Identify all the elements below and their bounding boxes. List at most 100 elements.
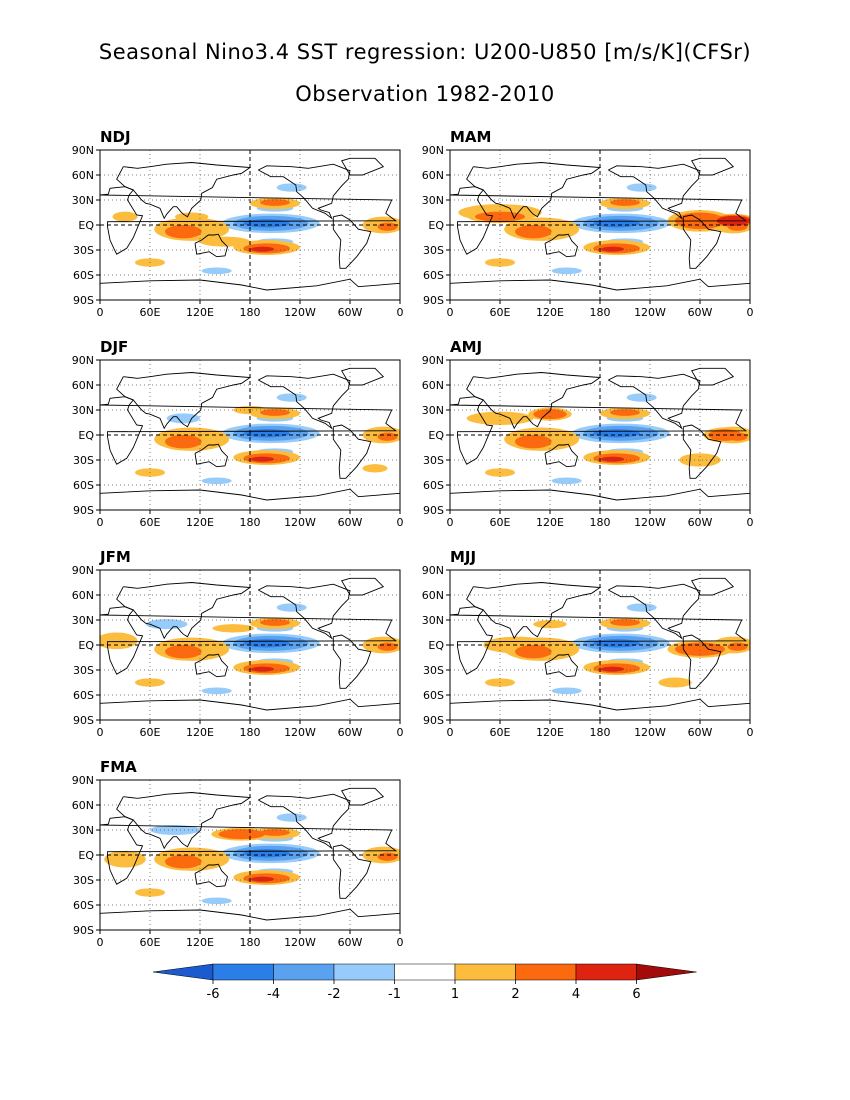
coastline: [258, 583, 351, 640]
anomaly-contour: [600, 246, 625, 252]
lat-tick-label: EQ: [78, 849, 94, 862]
lon-tick-label: 0: [747, 306, 754, 319]
lon-tick-label: 180: [590, 516, 611, 529]
anomaly-contour: [600, 456, 625, 462]
lat-tick-label: 90N: [72, 144, 94, 157]
anomaly-contour: [515, 225, 552, 239]
anomaly-contour: [201, 897, 232, 905]
colorbar-tick-label: 4: [572, 987, 580, 1002]
anomaly-contour: [175, 212, 209, 221]
anomaly-contour: [533, 620, 567, 629]
lat-tick-label: EQ: [78, 639, 94, 652]
coastline: [116, 372, 252, 430]
coastline: [258, 163, 351, 220]
lat-tick-label: 30N: [72, 614, 94, 627]
coastline: [194, 653, 229, 678]
coastline: [466, 162, 602, 220]
lon-tick-label: 120W: [284, 306, 316, 319]
coastline: [682, 424, 722, 479]
lon-tick-label: 60W: [338, 306, 363, 319]
lon-tick-label: 60E: [140, 306, 161, 319]
figure-title-line2: Observation 1982-2010: [295, 82, 555, 106]
anomaly-contour: [377, 432, 398, 441]
lat-tick-label: 90N: [422, 354, 444, 367]
lon-tick-label: 60E: [490, 306, 511, 319]
coastline: [116, 162, 252, 220]
anomaly-contour: [250, 666, 275, 672]
lat-tick-label: 30N: [422, 194, 444, 207]
coastline: [194, 443, 229, 468]
coastline: [544, 653, 579, 678]
coastline: [332, 844, 372, 899]
lon-tick-label: 0: [97, 516, 104, 529]
map-panel-ndj: NDJ 90N 60N 30N EQ 30S 60S 90S 0 60E 120E 180 120W 60…: [55, 128, 435, 328]
lat-tick-label: 60S: [423, 479, 444, 492]
lon-tick-label: 0: [397, 726, 404, 739]
lon-tick-label: 120E: [186, 936, 214, 949]
anomaly-contour: [276, 603, 307, 612]
coastline: [544, 443, 579, 468]
lon-tick-label: 120W: [634, 306, 666, 319]
coastline: [116, 582, 252, 640]
lon-tick-label: 60W: [688, 726, 713, 739]
lat-tick-label: 90N: [422, 564, 444, 577]
lat-tick-label: EQ: [428, 219, 444, 232]
lat-tick-label: 90S: [423, 714, 444, 727]
coastline: [466, 372, 602, 430]
anomaly-contour: [276, 183, 307, 192]
lon-tick-label: 120E: [536, 726, 564, 739]
lat-tick-label: 60S: [73, 689, 94, 702]
lon-tick-label: 120W: [284, 516, 316, 529]
anomaly-contour: [610, 199, 640, 206]
lon-tick-label: 60E: [140, 516, 161, 529]
coastline: [341, 577, 385, 596]
panel-label: MJJ: [450, 548, 477, 566]
lat-tick-label: 90S: [73, 714, 94, 727]
lat-tick-label: 60S: [423, 269, 444, 282]
colorbar-segment: [454, 963, 516, 981]
lat-tick-label: 30N: [422, 614, 444, 627]
lon-tick-label: 180: [240, 936, 261, 949]
colorbar-segment: [333, 963, 395, 981]
lon-tick-label: 0: [97, 726, 104, 739]
lat-tick-label: EQ: [428, 639, 444, 652]
map-panel-mam: MAM 90N 60N 30N EQ 30S 60S 90S 0 60E 120E 180 120W 60…: [405, 128, 785, 328]
anomaly-contour: [260, 829, 290, 836]
lon-tick-label: 60W: [338, 516, 363, 529]
lon-tick-label: 180: [240, 726, 261, 739]
lon-tick-label: 0: [447, 726, 454, 739]
coastline: [332, 214, 372, 269]
lat-tick-label: 90S: [423, 504, 444, 517]
lon-tick-label: 60W: [688, 306, 713, 319]
map-panel-mjj: MJJ 90N 60N 30N EQ 30S 60S 90S 0 60E 120E 180 120W 60…: [405, 548, 785, 748]
coastline: [194, 863, 229, 888]
coastline: [258, 793, 351, 850]
anomaly-contour: [533, 409, 567, 420]
anomaly-contour: [201, 267, 232, 275]
lat-tick-label: 30N: [72, 824, 94, 837]
coastline: [332, 424, 372, 479]
lat-tick-label: 60N: [422, 589, 444, 602]
anomaly-contour: [201, 477, 232, 485]
lon-tick-label: 120E: [536, 306, 564, 319]
coastline: [450, 698, 750, 711]
lon-tick-label: 0: [97, 306, 104, 319]
anomaly-contour: [551, 267, 582, 275]
anomaly-contour: [626, 393, 657, 402]
anomaly-contour: [166, 413, 200, 424]
map-panel-jfm: JFM 90N 60N 30N EQ 30S 60S 90S 0 60E 120E 180 120W 60…: [55, 548, 435, 748]
colorbar-segment: [515, 963, 577, 981]
lon-tick-label: 180: [590, 306, 611, 319]
coastline: [691, 577, 735, 596]
panel-label: DJF: [100, 338, 129, 356]
map-panel-amj: AMJ 90N 60N 30N EQ 30S 60S 90S 0 60E 120E 180 120W 60…: [405, 338, 785, 538]
coastline: [466, 582, 602, 640]
lat-tick-label: 30S: [73, 244, 94, 257]
lat-tick-label: 60N: [72, 589, 94, 602]
lat-tick-label: 90N: [72, 564, 94, 577]
lat-tick-label: 30S: [423, 454, 444, 467]
lat-tick-label: 90S: [423, 294, 444, 307]
lat-tick-label: 60S: [73, 899, 94, 912]
anomaly-contour: [250, 456, 275, 462]
